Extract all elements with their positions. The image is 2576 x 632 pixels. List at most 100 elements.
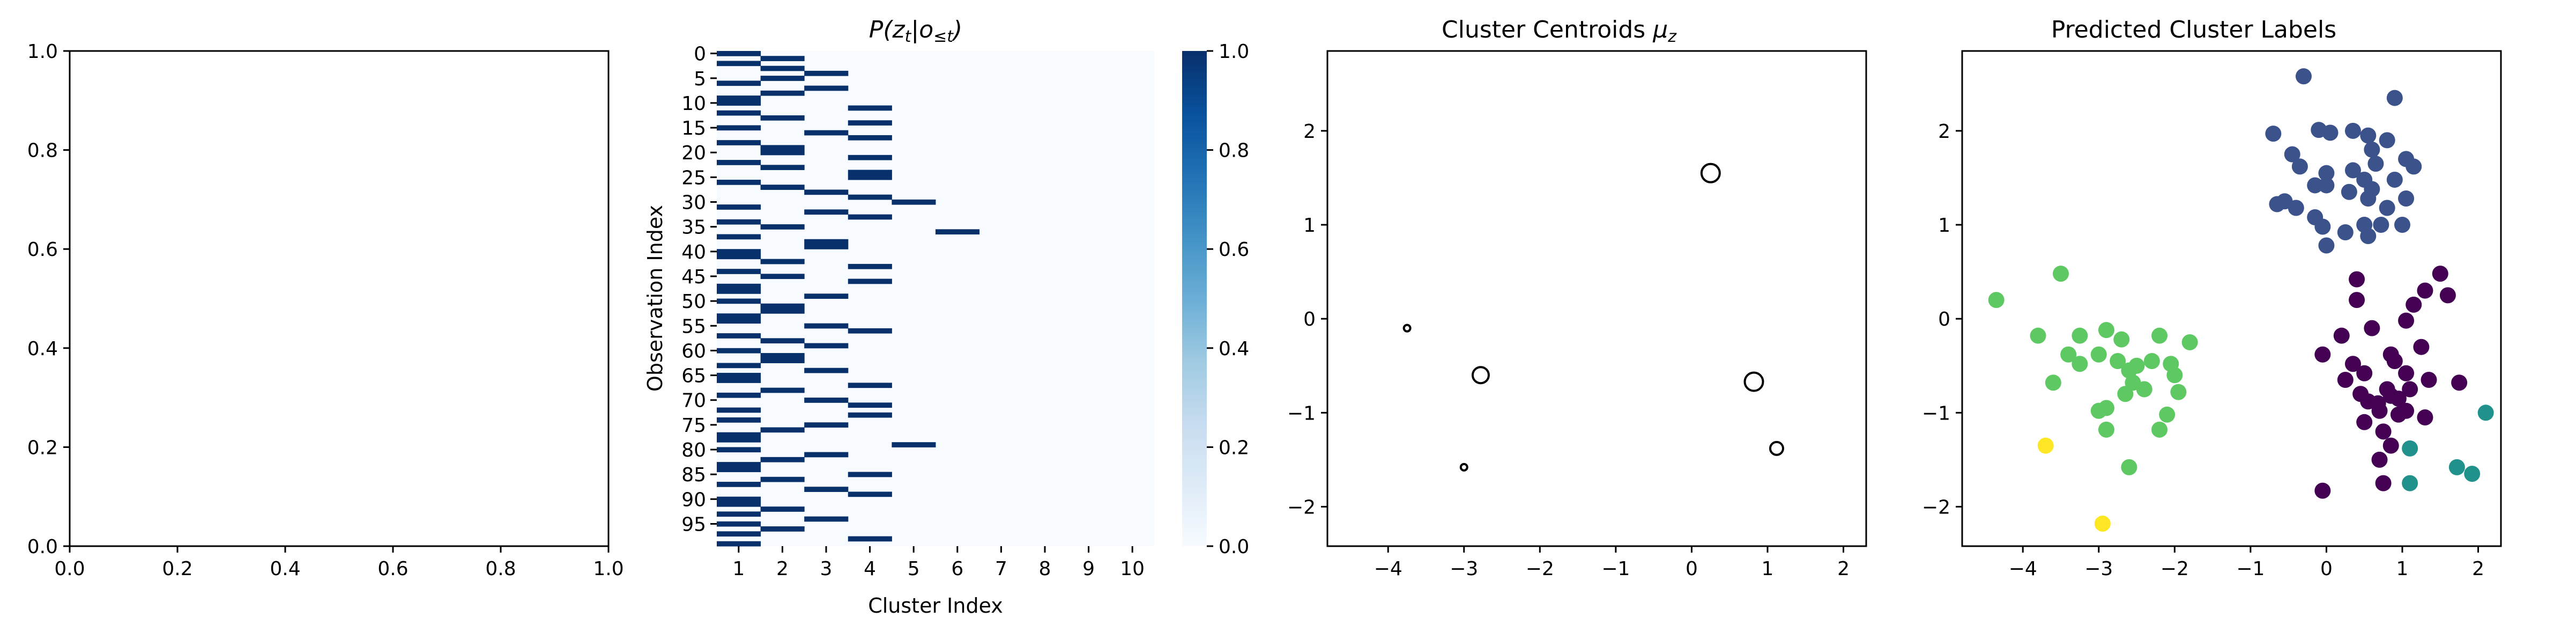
heatmap-cell <box>760 358 805 363</box>
y-tick-label: 2 <box>1303 121 1316 143</box>
label-point <box>2464 466 2481 482</box>
heatmap-cell <box>717 289 761 294</box>
heatmap-background <box>717 51 1154 546</box>
label-point <box>2143 352 2160 369</box>
y-tick-label: 5 <box>694 68 706 90</box>
x-axis-ticks: −4 −3 −2 −1 0 1 2 <box>1374 546 1850 580</box>
label-point <box>2379 200 2395 216</box>
x-tick-label: 1 <box>732 558 745 580</box>
centroid-point <box>1402 324 1412 333</box>
y-tick-label: −1 <box>1287 402 1316 424</box>
heatmap-cell <box>717 437 761 443</box>
y-tick-label: 95 <box>681 513 706 535</box>
label-point <box>2375 475 2392 491</box>
y-tick-label: 1 <box>1938 215 1950 237</box>
heatmap-cell <box>848 155 892 160</box>
heatmap-cell <box>804 398 849 403</box>
heatmap-cell <box>760 65 805 71</box>
heatmap-cell <box>760 506 805 512</box>
x-tick-label: 0.4 <box>270 558 300 580</box>
heatmap-cell <box>804 130 849 136</box>
y-tick-label: 75 <box>681 415 706 437</box>
y-axis-ticks: −2 −1 0 1 2 <box>1287 121 1327 518</box>
heatmap-cell <box>717 254 761 260</box>
heatmap-cell <box>717 140 761 145</box>
heatmap-x-ticks: 1 2 3 4 5 6 7 8 9 10 <box>732 546 1145 580</box>
centroid-point <box>1743 371 1764 392</box>
label-point <box>2417 282 2433 299</box>
label-point <box>2386 90 2403 106</box>
colorbar-tick-label: 1.0 <box>1219 41 1249 63</box>
label-point <box>2390 391 2407 407</box>
label-point <box>2360 228 2377 245</box>
heatmap-cell <box>848 120 892 126</box>
label-point <box>2451 374 2468 391</box>
heatmap-cell <box>848 214 892 220</box>
label-point <box>2406 158 2422 175</box>
label-point <box>2341 183 2357 200</box>
label-point <box>2072 327 2088 344</box>
heatmap-cell <box>717 417 761 423</box>
y-tick-label: 65 <box>681 365 706 387</box>
colorbar-tick-label: 0.4 <box>1219 338 1249 360</box>
label-point <box>2314 218 2331 235</box>
axes-frame <box>69 50 610 547</box>
label-point <box>2379 132 2395 149</box>
heatmap-cell <box>717 204 761 210</box>
label-point <box>2398 365 2415 381</box>
heatmap-cell <box>760 90 805 96</box>
heatmap-cell <box>804 368 849 373</box>
heatmap-cell <box>804 323 849 329</box>
label-point <box>2151 421 2168 438</box>
y-tick-label: 20 <box>681 142 706 164</box>
heatmap-cell <box>804 189 849 195</box>
x-tick-label: 7 <box>995 558 1007 580</box>
label-point <box>2394 217 2410 233</box>
heatmap-cells <box>717 51 980 547</box>
label-point <box>2181 334 2198 350</box>
label-point <box>2364 141 2380 158</box>
heatmap-cell <box>717 298 761 304</box>
x-tick-label: −1 <box>1601 558 1630 580</box>
heatmap-cell <box>804 343 849 349</box>
label-point <box>2375 423 2392 440</box>
y-tick-label: 90 <box>681 489 706 511</box>
x-tick-label: 0 <box>2320 558 2333 580</box>
heatmap-cell <box>717 269 761 274</box>
label-point <box>2402 440 2418 457</box>
y-tick-label: 25 <box>681 167 706 189</box>
label-point <box>2386 171 2403 188</box>
x-tick-label: 2 <box>1837 558 1850 580</box>
label-point <box>2269 196 2285 212</box>
heatmap-cell <box>804 422 849 428</box>
label-point <box>2371 402 2388 419</box>
label-point <box>2367 156 2384 172</box>
y-tick-label: 0.6 <box>27 239 58 261</box>
label-point <box>2288 200 2304 216</box>
heatmap-cell <box>717 80 761 86</box>
heatmap-cell <box>760 224 805 230</box>
heatmap-cell <box>717 179 761 185</box>
y-tick-label: 45 <box>681 266 706 288</box>
heatmap-cell <box>717 51 761 56</box>
label-point <box>2117 386 2134 402</box>
label-point <box>2382 437 2399 454</box>
heatmap-cell <box>717 392 761 398</box>
y-tick-label: 15 <box>681 117 706 139</box>
label-point <box>2090 346 2107 363</box>
label-point <box>2344 162 2361 179</box>
x-tick-label: 2 <box>776 558 789 580</box>
x-tick-label: 4 <box>864 558 876 580</box>
label-point <box>2098 322 2114 339</box>
x-tick-label: 1 <box>2396 558 2409 580</box>
label-point <box>2371 451 2388 468</box>
heatmap-cell <box>717 313 761 319</box>
x-tick-label: 0 <box>1686 558 1698 580</box>
label-point <box>2318 237 2335 254</box>
x-tick-label: 2 <box>2472 558 2484 580</box>
label-point <box>2159 406 2176 423</box>
colorbar-gradient <box>1182 51 1207 546</box>
colorbar-tick-label: 0.6 <box>1219 239 1249 261</box>
label-point <box>2322 124 2339 141</box>
